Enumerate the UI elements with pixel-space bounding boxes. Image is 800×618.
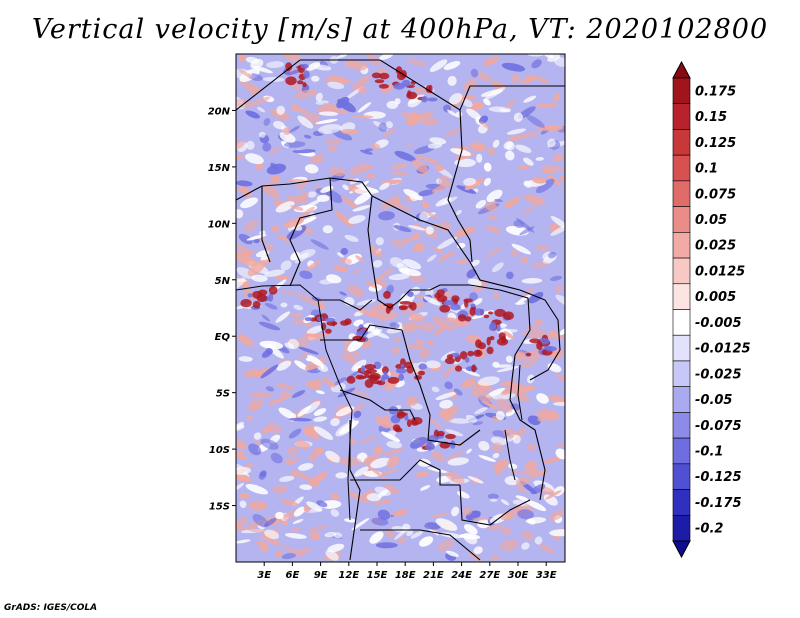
colorbar-label: -0.075 [695,419,742,434]
lon-tick-label: 30E [508,570,529,581]
lat-tick-label: 5N [215,276,231,287]
colorbar-bottom-arrow [672,540,691,559]
colorbar-swatch [672,103,691,130]
colorbar-label: 0.1 [695,162,718,177]
lat-tick-label: 15S [209,502,230,513]
map-frame [235,53,566,563]
colorbar-swatch [672,206,691,233]
lon-tick-label: 33E [536,570,557,581]
colorbar-label: -0.005 [695,316,742,331]
colorbar-swatch [672,232,691,259]
lat-tick-label: 20N [208,106,231,117]
colorbar-label: -0.05 [695,393,732,408]
lat-tick-label: 10N [208,219,231,230]
colorbar-swatch [672,257,691,285]
colorbar-swatch [672,129,691,156]
longitude-axis: 3E 6E 9E 12E 15E 18E 21E 24E 27E 30E 33E [257,562,557,581]
lon-tick-label: 9E [314,570,328,581]
colorbar-swatch [672,412,691,439]
credit-text: GrADS: IGES/COLA [4,603,98,613]
lon-tick-label: 27E [479,570,500,581]
colorbar-swatch [672,309,691,336]
colorbar-label: 0.125 [695,136,736,151]
lon-tick-label: 6E [286,570,300,581]
colorbar-swatch [672,360,691,387]
colorbar-swatch [672,386,691,413]
lon-tick-label: 15E [367,570,388,581]
colorbar-label: 0.0125 [695,264,745,279]
colorbar-top-arrow [672,60,691,79]
colorbar: 0.175 0.15 0.125 0.1 0.075 0.05 0.025 0.0125 0.0… [672,60,751,559]
country-borders [236,59,565,561]
lon-tick-label: 21E [423,570,444,581]
lon-tick-label: 24E [451,570,472,581]
colorbar-swatch [672,514,691,542]
colorbar-label: 0.075 [695,187,736,202]
colorbar-label: 0.005 [695,290,736,305]
colorbar-label: -0.125 [695,470,742,485]
colorbar-swatch [672,180,691,207]
colorbar-label: 0.15 [695,110,727,125]
colorbar-swatch [672,77,691,105]
colorbar-label: -0.1 [695,444,723,459]
colorbar-label: -0.2 [695,522,723,537]
vertical-velocity-field [236,54,565,562]
colorbar-swatch [672,334,691,362]
lon-tick-label: 12E [338,570,359,581]
colorbar-swatch [672,489,691,516]
colorbar-label: -0.175 [695,496,742,511]
coastline [236,284,523,521]
colorbar-label: -0.0125 [695,342,751,357]
lon-tick-label: 3E [257,570,271,581]
lat-tick-label: 10S [209,445,230,456]
lon-tick-label: 18E [395,570,416,581]
colorbar-label: -0.025 [695,367,742,382]
colorbar-label: 0.175 [695,84,736,99]
colorbar-swatch [672,154,691,182]
lat-tick-label: EQ [215,332,231,343]
latitude-axis: 20N 15N 10N 5N EQ 5S 10S 15S [208,106,236,513]
colorbar-swatch [672,437,691,465]
colorbar-swatch [672,463,691,490]
colorbar-label: 0.05 [695,213,727,228]
map-title: Vertical velocity [m/s] at 400hPa, VT: 2… [31,14,769,45]
lat-tick-label: 15N [208,163,231,174]
lat-tick-label: 5S [216,389,230,400]
colorbar-label: 0.025 [695,239,736,254]
colorbar-swatch [672,283,691,310]
